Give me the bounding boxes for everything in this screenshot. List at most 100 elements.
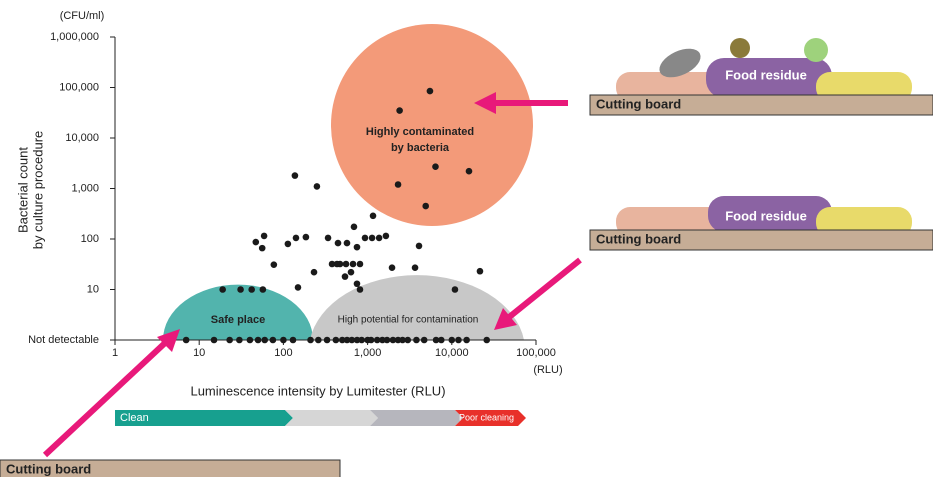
data-point bbox=[358, 336, 365, 344]
y-unit: (CFU/ml) bbox=[60, 10, 105, 22]
residue-label: Food residue bbox=[725, 208, 807, 223]
data-point bbox=[437, 336, 445, 344]
data-point bbox=[259, 286, 267, 293]
illustration-bottom: Cutting board bbox=[0, 459, 341, 481]
data-point bbox=[350, 223, 358, 231]
data-point bbox=[310, 268, 318, 276]
data-point bbox=[348, 336, 356, 344]
data-point bbox=[313, 183, 321, 190]
data-point bbox=[269, 336, 277, 344]
board-label: Cutting board bbox=[596, 231, 681, 246]
x-tick-label: 10,000 bbox=[435, 347, 469, 359]
y-tick-label: 100,000 bbox=[59, 81, 99, 93]
data-point bbox=[307, 336, 314, 344]
data-point bbox=[383, 336, 391, 344]
arrows bbox=[42, 92, 582, 458]
data-point bbox=[291, 172, 299, 179]
data-point bbox=[432, 163, 439, 171]
potential-region bbox=[310, 275, 524, 340]
illustration-top: Food residue Cutting board bbox=[589, 38, 933, 116]
data-point bbox=[270, 261, 278, 268]
scale-bar bbox=[370, 410, 463, 426]
data-point bbox=[334, 239, 342, 247]
board-label: Cutting board bbox=[6, 461, 91, 476]
y-label: by culture procedure bbox=[30, 131, 45, 250]
data-point bbox=[415, 242, 423, 250]
data-point bbox=[420, 336, 428, 344]
data-point bbox=[219, 286, 226, 293]
data-point bbox=[426, 87, 434, 95]
residue-label: Food residue bbox=[725, 67, 807, 82]
data-point bbox=[328, 260, 336, 268]
data-point bbox=[342, 260, 350, 268]
data-point bbox=[353, 336, 361, 344]
y-tick-label: 1,000 bbox=[71, 182, 99, 194]
data-point bbox=[302, 233, 310, 241]
data-point bbox=[432, 336, 440, 344]
data-point bbox=[388, 264, 396, 272]
data-point bbox=[324, 234, 332, 242]
data-point bbox=[483, 336, 491, 344]
data-point bbox=[252, 238, 260, 246]
annotation: Highly contaminated bbox=[366, 126, 474, 138]
data-point bbox=[336, 260, 344, 268]
data-point bbox=[347, 268, 355, 276]
data-point bbox=[292, 234, 300, 242]
data-point bbox=[448, 336, 456, 344]
data-point bbox=[294, 284, 302, 291]
data-point bbox=[332, 336, 340, 344]
scale-bar bbox=[115, 410, 293, 426]
annotation: High potential for contamination bbox=[338, 315, 479, 326]
y-label: Bacterial count bbox=[15, 147, 30, 233]
data-point bbox=[356, 260, 364, 268]
data-point bbox=[463, 336, 470, 344]
x-tick-label: 1,000 bbox=[354, 347, 382, 359]
board-label: Cutting board bbox=[596, 96, 681, 111]
data-point bbox=[422, 202, 430, 210]
y-tick-label: 100 bbox=[81, 233, 99, 245]
data-point bbox=[246, 336, 254, 344]
data-point bbox=[399, 336, 406, 344]
scale-bar bbox=[455, 410, 526, 426]
data-point bbox=[369, 212, 377, 220]
data-point bbox=[375, 234, 383, 242]
data-point bbox=[465, 167, 473, 175]
data-point bbox=[258, 244, 266, 252]
contaminated-region bbox=[331, 24, 533, 226]
data-point bbox=[368, 234, 376, 242]
y-tick-label: Not detectable bbox=[28, 334, 99, 346]
data-point bbox=[260, 232, 268, 240]
scale-bar bbox=[285, 410, 378, 426]
data-point bbox=[182, 336, 190, 344]
data-point bbox=[413, 336, 420, 344]
data-point bbox=[379, 336, 386, 344]
y-tick-label: 10,000 bbox=[65, 132, 99, 144]
data-point bbox=[341, 273, 349, 280]
data-point bbox=[349, 260, 357, 268]
data-point bbox=[261, 336, 269, 344]
data-point bbox=[382, 232, 390, 240]
data-point bbox=[455, 336, 462, 344]
safe-region bbox=[163, 284, 313, 340]
annotation: Safe place bbox=[211, 314, 265, 326]
annotation: by bacteria bbox=[391, 142, 450, 154]
data-point bbox=[315, 336, 322, 344]
data-point bbox=[236, 336, 243, 344]
data-point bbox=[338, 336, 346, 344]
data-point bbox=[237, 286, 244, 293]
data-point bbox=[394, 181, 402, 188]
x-unit: (RLU) bbox=[533, 364, 562, 376]
data-point bbox=[284, 240, 292, 248]
illustration-middle: Food residue Cutting board bbox=[589, 196, 933, 251]
data-point bbox=[343, 239, 351, 247]
data-point bbox=[254, 336, 262, 344]
data-point bbox=[361, 234, 369, 242]
data-point bbox=[353, 280, 361, 288]
data-point bbox=[367, 336, 375, 344]
data-point bbox=[280, 336, 287, 344]
scale-label: Poor cleaning bbox=[459, 412, 514, 422]
data-point bbox=[404, 336, 412, 344]
scale-label: Clean bbox=[120, 412, 149, 424]
data-point bbox=[356, 286, 364, 293]
